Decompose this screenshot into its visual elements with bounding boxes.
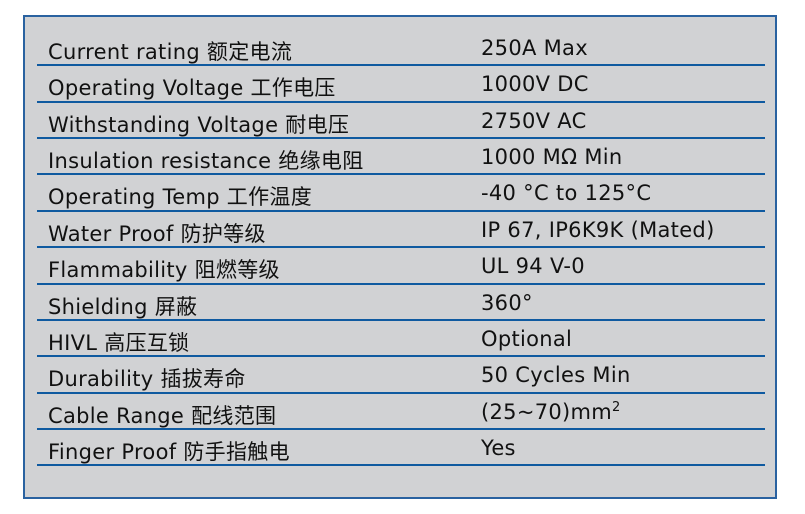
spec-panel bbox=[23, 15, 777, 499]
spec-value-text: 2750V AC bbox=[481, 108, 587, 133]
spec-label: Finger Proof 防手指触电 bbox=[48, 439, 290, 464]
spec-label: Operating Temp 工作温度 bbox=[48, 185, 313, 210]
spec-label: Withstanding Voltage 耐电压 bbox=[48, 112, 350, 137]
spec-value: (25~70)mm2 bbox=[481, 400, 621, 424]
spec-value-text: Yes bbox=[481, 435, 516, 460]
spec-value-text: 360° bbox=[481, 290, 533, 315]
spec-value: UL 94 V-0 bbox=[481, 254, 585, 278]
spec-value-text: 50 Cycles Min bbox=[481, 363, 631, 388]
spec-label: Operating Voltage 工作电压 bbox=[48, 76, 336, 101]
spec-label: Durability 插拔寿命 bbox=[48, 367, 246, 392]
spec-row: Flammability 阻燃等级 UL 94 V-0 bbox=[37, 248, 765, 285]
spec-row: Cable Range 配线范围 (25~70)mm2 bbox=[37, 394, 765, 430]
spec-row: HIVL 高压互锁 Optional bbox=[37, 321, 765, 358]
spec-value: 360° bbox=[481, 291, 533, 315]
spec-value: 1000V DC bbox=[481, 72, 589, 96]
spec-row: Withstanding Voltage 耐电压 2750V AC bbox=[37, 103, 765, 140]
spec-row: Water Proof 防护等级 IP 67, IP6K9K (Mated) bbox=[37, 212, 765, 249]
spec-value-text: 1000 MΩ Min bbox=[481, 145, 623, 170]
spec-value: 1000 MΩ Min bbox=[481, 145, 623, 169]
spec-value: Optional bbox=[481, 327, 572, 351]
spec-value-text: IP 67, IP6K9K (Mated) bbox=[481, 217, 715, 242]
spec-table: Current rating 额定电流 250A Max Operating Vol… bbox=[37, 30, 765, 467]
spec-label: Current rating 额定电流 bbox=[48, 40, 293, 64]
spec-value: IP 67, IP6K9K (Mated) bbox=[481, 218, 715, 242]
spec-row: Current rating 额定电流 250A Max bbox=[37, 30, 765, 67]
spec-row: Insulation resistance 绝缘电阻 1000 MΩ Min bbox=[37, 139, 765, 176]
spec-label: Cable Range 配线范围 bbox=[48, 403, 277, 428]
spec-value: 2750V AC bbox=[481, 109, 587, 133]
spec-row: Shielding 屏蔽 360° bbox=[37, 285, 765, 321]
spec-value-text: 1000V DC bbox=[481, 72, 589, 97]
spec-value-text: Optional bbox=[481, 326, 573, 351]
spec-value: -40 °C to 125°C bbox=[481, 181, 651, 205]
spec-row: Operating Temp 工作温度 -40 °C to 125°C bbox=[37, 175, 765, 212]
spec-value-text: (25~70)mm bbox=[481, 399, 613, 424]
spec-label: HIVL 高压互锁 bbox=[48, 330, 190, 355]
superscript: 2 bbox=[612, 399, 621, 415]
spec-value-text: 250A Max bbox=[481, 36, 588, 60]
spec-label: Water Proof 防护等级 bbox=[48, 221, 266, 246]
spec-label: Flammability 阻燃等级 bbox=[48, 258, 280, 283]
spec-value: 50 Cycles Min bbox=[481, 363, 631, 387]
spec-value: Yes bbox=[481, 436, 516, 460]
spec-row: Durability 插拔寿命 50 Cycles Min bbox=[37, 357, 765, 394]
spec-value-text: -40 °C to 125°C bbox=[481, 181, 652, 206]
spec-row: Finger Proof 防手指触电 Yes bbox=[37, 430, 765, 467]
spec-value: 250A Max bbox=[481, 36, 588, 60]
spec-value-text: UL 94 V-0 bbox=[481, 254, 585, 279]
spec-row: Operating Voltage 工作电压 1000V DC bbox=[37, 66, 765, 103]
spec-label: Shielding 屏蔽 bbox=[48, 294, 198, 319]
spec-label: Insulation resistance 绝缘电阻 bbox=[48, 149, 364, 174]
